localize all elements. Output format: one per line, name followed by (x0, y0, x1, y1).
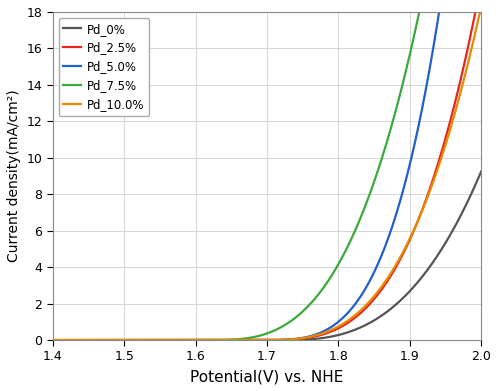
Pd_0% (72, 338, 78, 343)
Line: Pd_0%: Pd_0% (53, 172, 481, 340)
Pd_0% (466, 197, 472, 202)
Pd_10.0% (387, 272, 393, 277)
Y-axis label: Current density(mA/cm²): Current density(mA/cm²) (7, 90, 21, 262)
Pd_5.0% (258, 338, 264, 343)
Pd_5.0% (72, 338, 78, 343)
Pd_7.5% (50, 338, 56, 343)
Pd_0% (387, 307, 393, 312)
Pd_10.0% (466, 58, 472, 63)
Pd_2.5% (387, 274, 393, 279)
Pd_10.0% (258, 338, 264, 343)
X-axis label: Potential(V) vs. NHE: Potential(V) vs. NHE (190, 369, 344, 384)
Pd_0% (258, 338, 264, 343)
Pd_2.5% (50, 338, 56, 343)
Pd_2.5% (466, 42, 472, 47)
Line: Pd_2.5%: Pd_2.5% (53, 0, 481, 340)
Pd_10.0% (478, 4, 484, 9)
Pd_10.0% (72, 338, 78, 343)
Pd_2.5% (466, 43, 472, 47)
Line: Pd_7.5%: Pd_7.5% (53, 0, 481, 340)
Line: Pd_10.0%: Pd_10.0% (53, 7, 481, 340)
Pd_7.5% (247, 335, 252, 340)
Pd_5.0% (50, 338, 56, 343)
Pd_0% (466, 197, 472, 202)
Pd_7.5% (387, 129, 393, 133)
Pd_0% (478, 169, 484, 174)
Legend: Pd_0%, Pd_2.5%, Pd_5.0%, Pd_7.5%, Pd_10.0%: Pd_0%, Pd_2.5%, Pd_5.0%, Pd_7.5%, Pd_10.… (59, 18, 149, 116)
Pd_10.0% (50, 338, 56, 343)
Line: Pd_5.0%: Pd_5.0% (53, 0, 481, 340)
Pd_10.0% (247, 338, 252, 343)
Pd_7.5% (258, 333, 264, 338)
Pd_2.5% (72, 338, 78, 343)
Pd_0% (50, 338, 56, 343)
Pd_0% (247, 338, 252, 343)
Pd_2.5% (247, 338, 252, 343)
Pd_10.0% (466, 59, 472, 64)
Pd_5.0% (247, 338, 252, 343)
Pd_2.5% (258, 338, 264, 343)
Pd_5.0% (387, 231, 393, 235)
Pd_7.5% (72, 338, 78, 343)
